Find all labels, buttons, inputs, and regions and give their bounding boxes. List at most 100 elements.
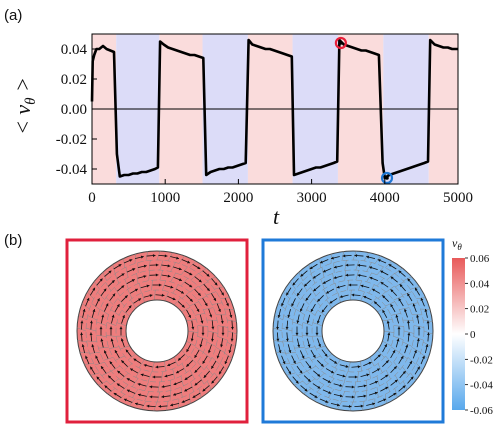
velocity-arrowhead xyxy=(155,263,159,267)
velocity-arrowhead xyxy=(180,290,184,294)
velocity-arrowhead xyxy=(307,344,311,348)
cell-edge xyxy=(154,290,156,301)
cell-edge xyxy=(96,321,107,326)
cell-edge xyxy=(393,361,401,370)
cell-edge xyxy=(181,363,187,373)
velocity-arrowhead xyxy=(149,395,153,399)
velocity-arrowhead xyxy=(317,385,321,389)
cell-edge xyxy=(181,306,191,313)
cell-edge xyxy=(109,346,120,349)
cell-edge xyxy=(301,297,310,305)
velocity-arrowhead xyxy=(307,378,311,382)
colorbar: vθ 0.06 0.04 0.02 0 -0.02 -0.04 -0.06 xyxy=(452,236,493,417)
x-tick-label: 5000 xyxy=(443,190,473,206)
x-axis-label: t xyxy=(273,204,280,229)
cell-edge xyxy=(294,347,305,349)
velocity-arrowhead xyxy=(167,363,171,367)
colorbar-tick-label: 0 xyxy=(470,329,476,341)
state-marker-dot-0 xyxy=(339,41,343,45)
velocity-arrowhead xyxy=(310,308,314,312)
velocity-arrowhead xyxy=(211,365,214,369)
velocity-arrowhead xyxy=(137,393,141,397)
cell-edge xyxy=(162,280,166,291)
velocity-arrowhead xyxy=(382,309,386,313)
velocity-arrowhead xyxy=(112,293,116,297)
cell-edge xyxy=(347,280,349,291)
y-axis-label: < vθ > xyxy=(10,77,39,135)
cell-edge xyxy=(181,291,190,299)
annulus-negative xyxy=(272,250,434,412)
cell-edge xyxy=(180,278,188,287)
cell-edge xyxy=(292,334,303,337)
velocity-arrowhead xyxy=(416,314,420,318)
colorbar-tick-label: 0.02 xyxy=(470,304,489,316)
velocity-arrowhead xyxy=(334,360,338,364)
cell-edge xyxy=(159,270,163,281)
velocity-arrowhead xyxy=(291,303,295,307)
velocity-arrowhead xyxy=(194,369,198,373)
velocity-arrowhead xyxy=(412,303,416,307)
cell-edge xyxy=(139,283,142,294)
cell-edge xyxy=(376,278,384,287)
cell-edge xyxy=(376,375,380,387)
cell-edge xyxy=(121,309,130,317)
velocity-arrowhead xyxy=(397,326,401,330)
cell-edge xyxy=(203,352,212,360)
velocity-arrowhead xyxy=(372,288,376,292)
cell-edge xyxy=(353,381,357,393)
velocity-arrowhead xyxy=(385,360,389,364)
velocity-arrowhead xyxy=(121,360,125,364)
cell-edge xyxy=(186,340,196,347)
snapshot-frame-blue xyxy=(261,238,445,424)
velocity-arrowhead xyxy=(119,326,123,330)
cell-edge xyxy=(358,280,362,291)
velocity-arrowhead xyxy=(167,274,171,278)
cell-edge xyxy=(172,284,179,294)
cell-edge xyxy=(305,346,316,349)
velocity-arrowhead xyxy=(109,361,113,365)
cell-ring xyxy=(115,289,199,373)
velocity-arrowhead xyxy=(385,374,389,378)
colorbar-tick-label: 0.06 xyxy=(470,253,490,265)
cell-edge xyxy=(186,319,197,322)
velocity-arrowhead xyxy=(121,285,125,289)
velocity-arrowhead xyxy=(143,264,147,268)
velocity-arrowhead xyxy=(121,273,125,277)
velocity-arrowhead xyxy=(382,295,386,299)
velocity-arrowhead xyxy=(312,354,316,358)
cell-edge xyxy=(173,297,181,306)
velocity-arrowhead xyxy=(155,273,159,277)
cell-edge xyxy=(189,301,199,307)
velocity-arrowhead xyxy=(425,344,429,348)
colorbar-gradient xyxy=(452,258,465,410)
velocity-arrowhead xyxy=(111,280,115,284)
cell-edge xyxy=(311,355,321,361)
cell-edge xyxy=(98,347,109,349)
colorbar-tick-label: -0.04 xyxy=(470,380,493,392)
velocity-arrowhead xyxy=(118,264,122,267)
velocity-arrowhead xyxy=(276,338,280,342)
velocity-arrowhead xyxy=(190,338,194,342)
velocity-arrowhead xyxy=(209,314,213,318)
velocity-arrowhead xyxy=(152,254,156,258)
velocity-arrowhead xyxy=(188,314,191,318)
velocity-arrowhead xyxy=(404,308,407,312)
velocity-arrowhead xyxy=(164,374,168,378)
velocity-arrowhead xyxy=(339,295,343,299)
x-tick-label: 3000 xyxy=(297,190,327,206)
velocity-arrowhead xyxy=(109,326,113,330)
cell-edge xyxy=(302,322,313,326)
annulus-positive xyxy=(76,250,238,412)
cell-edge xyxy=(206,341,217,347)
cell-edge xyxy=(385,301,395,307)
x-tick-label: 2000 xyxy=(223,190,253,206)
velocity-arrowhead xyxy=(407,278,411,282)
velocity-arrowhead xyxy=(348,404,352,408)
cell-edge xyxy=(369,297,377,306)
velocity-arrowhead xyxy=(181,304,185,308)
velocity-arrowhead xyxy=(387,332,391,336)
velocity-arrowhead xyxy=(354,254,358,258)
series-line-v-theta xyxy=(90,38,458,180)
cell-edge xyxy=(161,371,163,382)
velocity-arrowhead xyxy=(192,395,196,398)
